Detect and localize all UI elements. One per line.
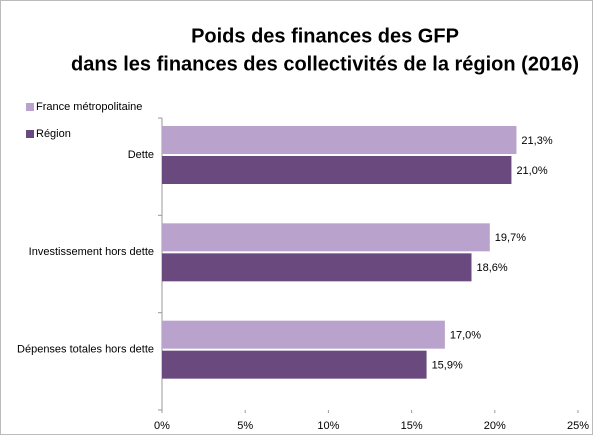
chart-title: Poids des finances des GFP <box>191 25 459 47</box>
x-tick-label: 10% <box>317 420 339 432</box>
legend-swatch <box>26 103 34 111</box>
bar <box>162 223 490 252</box>
value-label: 21,0% <box>516 165 547 177</box>
x-tick-label: 5% <box>237 420 253 432</box>
x-tick-label: 15% <box>401 420 423 432</box>
value-label: 19,7% <box>495 232 526 244</box>
legend-swatch <box>26 130 34 138</box>
chart-title: dans les finances des collectivités de l… <box>71 53 579 75</box>
y-tick-label: Dépenses totales hors dette <box>17 344 154 356</box>
legend-label: Région <box>36 128 71 140</box>
bar <box>162 156 512 184</box>
y-tick-label: Investissement hors dette <box>29 246 154 258</box>
y-tick-label: Dette <box>128 149 154 161</box>
bar <box>162 320 445 349</box>
value-label: 15,9% <box>432 360 463 372</box>
legend-label: France métropolitaine <box>36 101 142 113</box>
value-label: 17,0% <box>450 330 481 342</box>
x-tick-label: 20% <box>484 420 506 432</box>
value-label: 21,3% <box>521 135 552 147</box>
value-label: 18,6% <box>477 262 508 274</box>
x-tick-label: 25% <box>567 420 589 432</box>
bar <box>162 126 517 154</box>
x-tick-label: 0% <box>154 420 170 432</box>
bar <box>162 253 472 282</box>
bar <box>162 350 427 379</box>
